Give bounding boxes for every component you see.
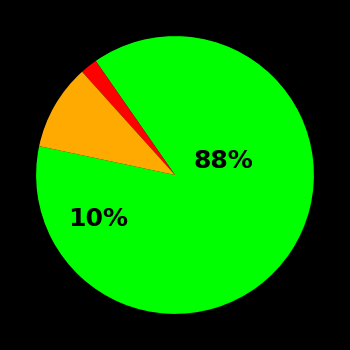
Wedge shape xyxy=(39,72,175,175)
Text: 88%: 88% xyxy=(194,149,253,173)
Wedge shape xyxy=(36,36,314,314)
Wedge shape xyxy=(82,61,175,175)
Text: 10%: 10% xyxy=(69,208,128,231)
